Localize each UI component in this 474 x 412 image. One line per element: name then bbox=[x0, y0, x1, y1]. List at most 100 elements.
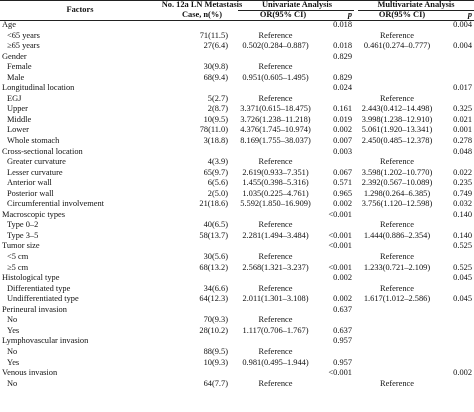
univariate-p: 0.965 bbox=[333, 188, 352, 198]
factor-label: Female bbox=[7, 62, 32, 72]
table-row: Middle 10(9.5) 3.726(1.238–11.218) 0.019 3.9… bbox=[0, 115, 474, 126]
case-count: 65(9.7) bbox=[203, 167, 228, 177]
univariate-p: <0.001 bbox=[328, 230, 352, 240]
factor-label: No bbox=[7, 346, 18, 356]
table-row: Differentiated type 34(6.6) Reference Refer… bbox=[0, 284, 474, 295]
univariate-or: Reference bbox=[258, 283, 293, 293]
multivariate-or: Reference bbox=[380, 252, 414, 262]
univariate-or: 0.951(0.605–1.495) bbox=[242, 72, 309, 82]
univariate-or: 1.035(0.225–4.761) bbox=[242, 188, 309, 198]
multivariate-p: 0.017 bbox=[453, 83, 472, 93]
table-group-row: Venous invasion <0.001 0.002 bbox=[0, 368, 474, 379]
multivariate-p: 0.749 bbox=[453, 188, 472, 198]
table-row: ≥65 years 27(6.4) 0.502(0.284–0.887) 0.018 0… bbox=[0, 41, 474, 52]
factor-label: Whole stomach bbox=[7, 136, 60, 146]
univariate-or: Reference bbox=[258, 93, 293, 103]
header-cases: No. 12a LN Metastasis Case, n(%) bbox=[161, 0, 243, 19]
univariate-p: 0.018 bbox=[333, 41, 352, 51]
case-count: 28(10.2) bbox=[199, 325, 228, 335]
table-row: Circumferential involvement 21(18.6) 5.592… bbox=[0, 199, 474, 210]
multivariate-p: 0.140 bbox=[453, 209, 472, 219]
table-row: <65 years 71(11.5) Reference Reference bbox=[0, 31, 474, 42]
multivariate-p: 0.004 bbox=[453, 20, 472, 29]
table-body: Age 0.018 0.004 <65 years 71(11.5) Reference R… bbox=[0, 20, 474, 389]
multivariate-p: 0.045 bbox=[453, 273, 472, 283]
factor-label: Lesser curvature bbox=[7, 167, 63, 177]
multivariate-p: 0.278 bbox=[453, 136, 472, 146]
univariate-or: 2.281(1.494–3.484) bbox=[242, 230, 309, 240]
univariate-or: 1.117(0.706–1.767) bbox=[242, 325, 309, 335]
univariate-p: 0.637 bbox=[333, 304, 352, 314]
header-multivariate: Multivariate Analysis bbox=[377, 0, 455, 9]
factor-label: No bbox=[7, 378, 18, 388]
multivariate-or: 3.756(1.120–12.598) bbox=[361, 199, 433, 209]
factor-label: Upper bbox=[7, 104, 28, 114]
multivariate-p: 0.002 bbox=[453, 368, 472, 378]
univariate-p: 0.002 bbox=[333, 125, 352, 135]
multivariate-p: 0.001 bbox=[453, 125, 472, 135]
header-multivariate-p: p bbox=[467, 10, 472, 19]
factor-label: EGJ bbox=[7, 93, 22, 103]
multivariate-or: Reference bbox=[380, 220, 414, 230]
factor-label: No bbox=[7, 315, 18, 325]
univariate-or: Reference bbox=[258, 220, 293, 230]
table-row: Yes 10(9.3) 0.981(0.495–1.944) 0.957 bbox=[0, 358, 474, 369]
table-row: <5 cm 30(5.6) Reference Reference bbox=[0, 252, 474, 263]
multivariate-p: 0.140 bbox=[453, 230, 472, 240]
univariate-p: 0.161 bbox=[333, 104, 352, 114]
case-count: 3(18.8) bbox=[203, 136, 228, 146]
univariate-p: 0.007 bbox=[333, 136, 352, 146]
table-row: ≥5 cm 68(13.2) 2.568(1.321–3.237) <0.001 1.2… bbox=[0, 263, 474, 274]
table-group-row: Cross-sectional location 0.003 0.048 bbox=[0, 147, 474, 158]
factor-label: Gender bbox=[2, 51, 27, 61]
multivariate-or: Reference bbox=[380, 93, 414, 103]
univariate-or: Reference bbox=[258, 252, 293, 262]
table-row: Upper 2(8.7) 3.371(0.615–18.475) 0.161 2.443… bbox=[0, 104, 474, 115]
univariate-p: 0.829 bbox=[333, 51, 352, 61]
multivariate-p: 0.021 bbox=[453, 114, 472, 124]
univariate-or: Reference bbox=[258, 346, 293, 356]
univariate-or: 5.592(1.850–16.909) bbox=[240, 199, 311, 209]
univariate-p: 0.637 bbox=[333, 325, 352, 335]
multivariate-p: 0.235 bbox=[453, 178, 472, 188]
factor-label: Circumferential involvement bbox=[7, 199, 104, 209]
multivariate-p: 0.022 bbox=[453, 167, 472, 177]
header-factors: Factors bbox=[66, 5, 94, 14]
multivariate-or: Reference bbox=[380, 378, 414, 388]
factor-label: Differentiated type bbox=[7, 283, 71, 293]
table-header: Factors No. 12a LN Metastasis Case, n(%)… bbox=[0, 0, 474, 20]
table-row: Lower 78(11.0) 4.376(1.745–10.974) 0.002 5.0… bbox=[0, 125, 474, 136]
univariate-or: 2.568(1.321–3.237) bbox=[242, 262, 309, 272]
multivariate-or: 2.392(0.567–10.089) bbox=[361, 178, 433, 188]
factor-label: Lymphovascular invasion bbox=[2, 336, 89, 346]
multivariate-p: 0.045 bbox=[453, 294, 472, 304]
multivariate-p: 0.032 bbox=[453, 199, 472, 209]
table-group-row: Perineural invasion 0.637 bbox=[0, 305, 474, 316]
table-row: No 64(7.7) Reference Reference bbox=[0, 379, 474, 390]
multivariate-or: 5.061(1.920–13.341) bbox=[361, 125, 433, 135]
univariate-p: <0.001 bbox=[328, 368, 352, 378]
case-count: 2(8.7) bbox=[207, 104, 228, 114]
case-count: 10(9.3) bbox=[203, 357, 228, 367]
univariate-p: 0.957 bbox=[333, 357, 352, 367]
header-univariate-or: OR(95% CI) bbox=[259, 10, 307, 19]
table-group-row: Tumor size <0.001 0.525 bbox=[0, 241, 474, 252]
table-group-row: Age 0.018 0.004 bbox=[0, 20, 474, 31]
factor-label: <5 cm bbox=[7, 252, 29, 262]
univariate-p: <0.001 bbox=[328, 241, 352, 251]
univariate-p: 0.019 bbox=[333, 114, 352, 124]
multivariate-or: 1.298(0.264–6.385) bbox=[363, 188, 431, 198]
multivariate-underline bbox=[358, 9, 474, 11]
factor-label: Histological type bbox=[2, 273, 60, 283]
univariate-p: 0.002 bbox=[333, 199, 352, 209]
factor-label: Greater curvature bbox=[7, 157, 66, 167]
table-row: Anterior wall 6(5.6) 1.455(0.398–5.316) 0.5… bbox=[0, 178, 474, 189]
multivariate-p: 0.525 bbox=[453, 262, 472, 272]
univariate-p: 0.024 bbox=[333, 83, 352, 93]
table-row: Undifferentiated type 64(12.3) 2.011(1.301… bbox=[0, 294, 474, 305]
top-rule bbox=[0, 0, 474, 1]
case-count: 68(9.4) bbox=[203, 72, 228, 82]
case-count: 40(6.5) bbox=[203, 220, 228, 230]
table-row: Posterior wall 2(5.0) 1.035(0.225–4.761) 0.… bbox=[0, 189, 474, 200]
factor-label: Yes bbox=[7, 357, 20, 367]
